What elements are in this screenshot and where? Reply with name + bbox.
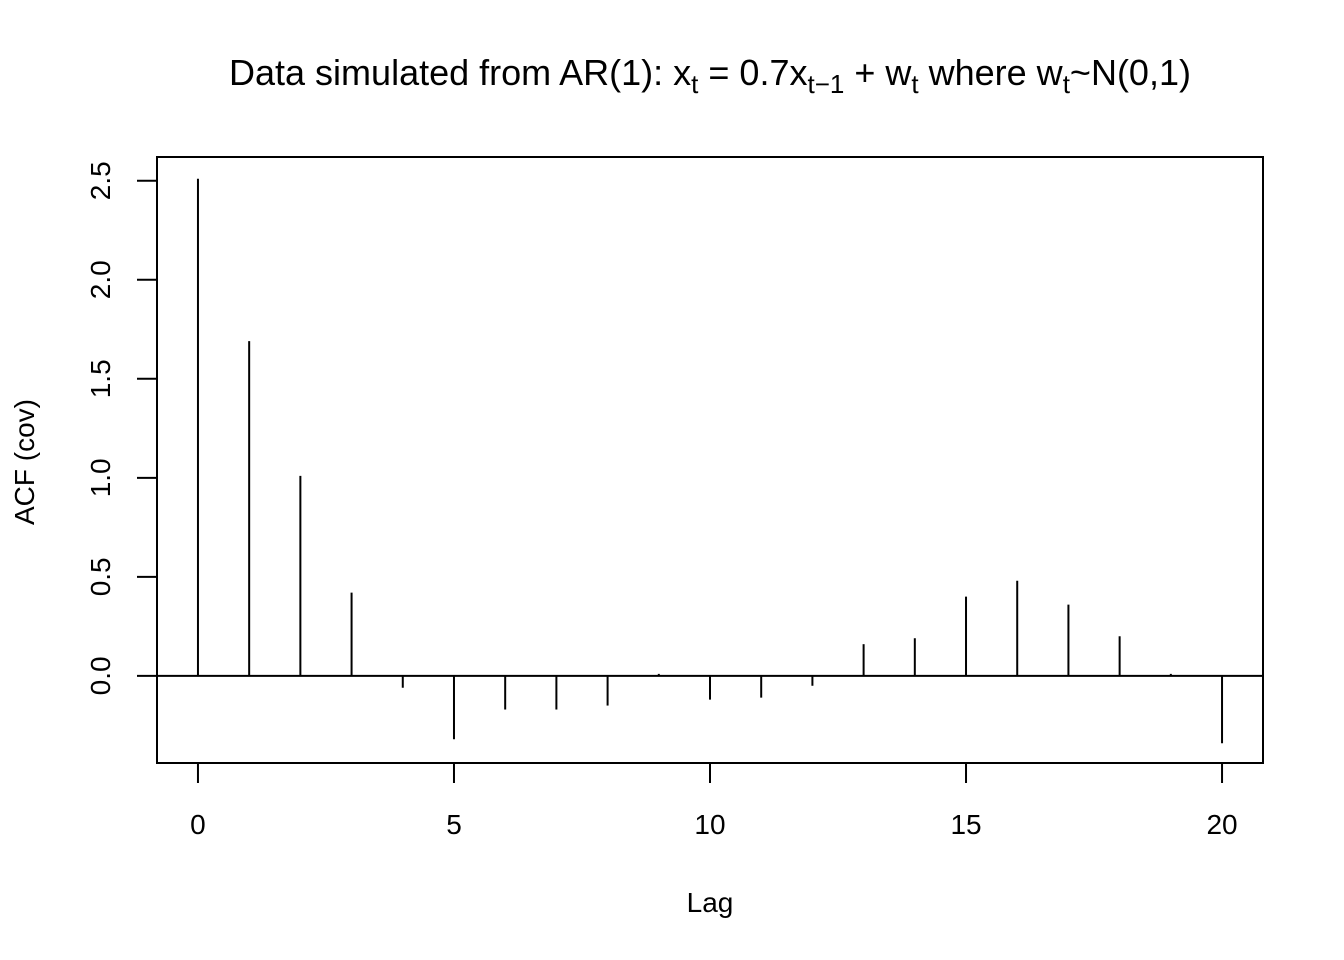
y-axis-label: ACF (cov): [9, 399, 40, 525]
plot-frame: [156, 156, 1264, 764]
y-tick-label-1: 1.0: [85, 458, 116, 497]
chart-title: Data simulated from AR(1): xt = 0.7xt−1 …: [229, 52, 1191, 99]
x-axis-label: Lag: [687, 887, 734, 918]
x-tick-label-5: 5: [446, 809, 462, 840]
x-tick-label-15: 15: [950, 809, 981, 840]
x-tick-label-0: 0: [190, 809, 206, 840]
y-tick-label-2.5: 2.5: [85, 161, 116, 200]
y-tick-label-2: 2.0: [85, 260, 116, 299]
y-tick-label-0: 0.0: [85, 656, 116, 695]
y-tick-label-0.5: 0.5: [85, 557, 116, 596]
x-tick-label-20: 20: [1206, 809, 1237, 840]
y-tick-label-1.5: 1.5: [85, 359, 116, 398]
x-tick-label-10: 10: [694, 809, 725, 840]
